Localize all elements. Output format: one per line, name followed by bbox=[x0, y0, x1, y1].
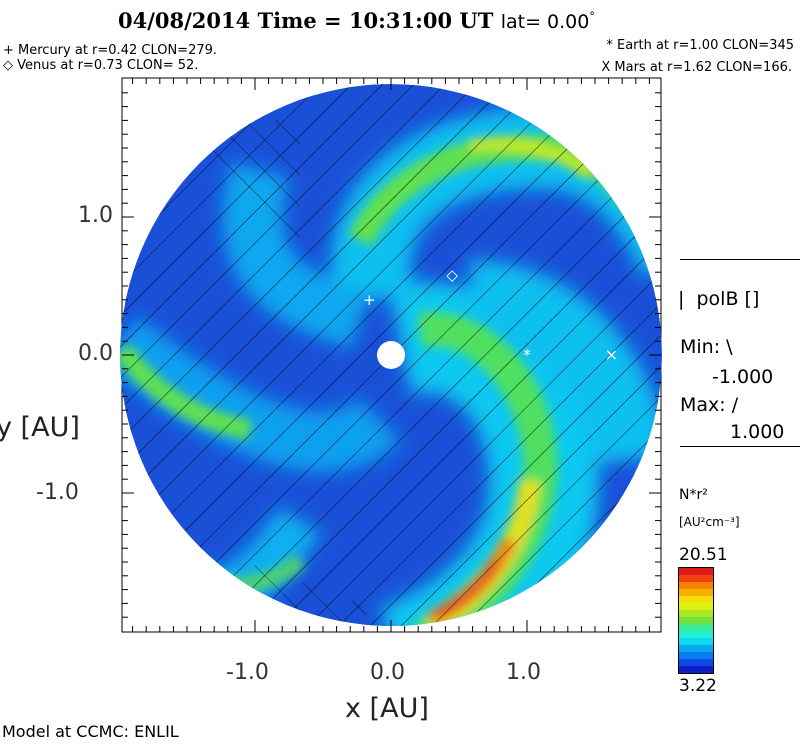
colorbar-segment bbox=[679, 659, 713, 666]
overlay-marker: | bbox=[678, 288, 685, 310]
title-date: 04/08/2014 bbox=[118, 8, 251, 33]
x-axis-label: x [AU] bbox=[345, 693, 429, 724]
x-tick-label: 1.0 bbox=[506, 660, 541, 685]
colorbar-segment bbox=[679, 624, 713, 631]
footer-credit: Model at CCMC: ENLIL bbox=[2, 722, 179, 741]
degree-symbol: ° bbox=[589, 10, 595, 23]
planet-label-earth: * Earth at r=1.00 CLON=345 bbox=[606, 38, 794, 53]
legend-divider bbox=[680, 259, 800, 260]
colorbar-segment bbox=[679, 617, 713, 624]
y-tick-label: 1.0 bbox=[78, 203, 113, 228]
x-tick-label: 0.0 bbox=[370, 660, 405, 685]
colorbar-segment bbox=[679, 666, 713, 673]
overlay-label: polB [] bbox=[696, 288, 760, 310]
colorbar-segment bbox=[679, 589, 713, 596]
axis-ticks bbox=[122, 78, 661, 632]
colorbar-segment bbox=[679, 645, 713, 652]
density-map bbox=[120, 84, 662, 626]
planet-label-mars: X Mars at r=1.62 CLON=166. bbox=[601, 60, 792, 75]
title-time: Time = 10:31:00 UT bbox=[257, 8, 494, 33]
overlay-min-value: -1.000 bbox=[712, 366, 774, 388]
overlay-min: Min: \ bbox=[680, 336, 733, 358]
colorbar-segment bbox=[679, 631, 713, 638]
y-axis-label: y [AU] bbox=[0, 412, 80, 443]
colorbar-segment bbox=[679, 610, 713, 617]
colorbar-segment bbox=[679, 596, 713, 603]
plot-title: 04/08/2014 Time = 10:31:00 UT lat= 0.00° bbox=[118, 8, 595, 33]
overlay-max: Max: / bbox=[680, 394, 738, 416]
overlay-name: | polB [] bbox=[678, 288, 759, 310]
colorbar-units: [AU²cm⁻³] bbox=[679, 515, 740, 529]
max-symbol: / bbox=[731, 394, 739, 416]
colorbar bbox=[678, 567, 714, 674]
mercury-marker: + bbox=[363, 291, 376, 309]
colorbar-min: 3.22 bbox=[679, 676, 717, 696]
colorbar-segment bbox=[679, 603, 713, 610]
planet-label-venus: ◇ Venus at r=0.73 CLON= 52. bbox=[3, 58, 199, 73]
colorbar-max: 20.51 bbox=[679, 545, 728, 565]
venus-marker: ◇ bbox=[446, 266, 458, 284]
colorbar-segment bbox=[679, 575, 713, 582]
colorbar-segment bbox=[679, 582, 713, 589]
overlay-max-value: 1.000 bbox=[730, 421, 785, 443]
max-label: Max: bbox=[680, 394, 726, 416]
sun-disk bbox=[377, 341, 405, 369]
min-symbol: \ bbox=[726, 336, 733, 358]
min-label: Min: bbox=[680, 336, 721, 358]
colorbar-segment bbox=[679, 638, 713, 645]
planet-label-mercury: + Mercury at r=0.42 CLON=279. bbox=[3, 43, 218, 58]
earth-marker: * bbox=[523, 346, 531, 364]
colorbar-quantity: N*r² bbox=[679, 487, 708, 503]
y-tick-label: -1.0 bbox=[36, 480, 79, 505]
colorbar-segment bbox=[679, 568, 713, 575]
title-lat: lat= 0.00 bbox=[500, 11, 590, 33]
y-tick-label: 0.0 bbox=[78, 341, 113, 366]
x-tick-label: -1.0 bbox=[226, 660, 269, 685]
colorbar-segment bbox=[679, 652, 713, 659]
legend-divider bbox=[680, 446, 800, 447]
mars-marker: × bbox=[605, 345, 618, 364]
